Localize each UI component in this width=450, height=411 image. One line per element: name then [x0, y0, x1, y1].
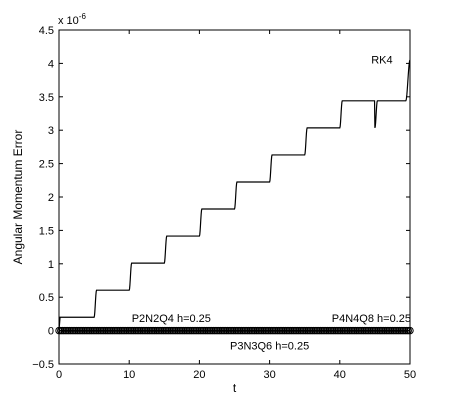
x-tick-label: 0 [56, 369, 62, 381]
ticks-layer: 0 10 20 30 40 50−0.500.511.522.533.544.5 [32, 25, 416, 381]
x-tick-label: 30 [263, 369, 275, 381]
y-axis-label: Angular Momentum Error [11, 130, 25, 265]
y-tick-label: 4.5 [39, 25, 54, 37]
y-axis-multiplier: x 10-6 [58, 12, 86, 27]
x-axis-label: t [233, 381, 237, 395]
y-tick-label: 1 [48, 259, 54, 271]
y-axis-multiplier-base: x 10 [58, 15, 79, 27]
y-tick-label: 4 [48, 58, 54, 70]
y-tick-label: 2 [48, 192, 54, 204]
series-zero-markers [55, 326, 414, 335]
y-tick-label: 0 [48, 326, 54, 338]
y-tick-label: 3.5 [39, 92, 54, 104]
axes-box [58, 29, 411, 365]
labels-layer: x 10-6 t Angular Momentum Error RK4 P2N2Q… [11, 12, 411, 395]
y-axis-multiplier-exponent: -6 [79, 12, 87, 21]
series-annotation: P3N3Q6 h=0.25 [230, 340, 309, 352]
y-tick-label: −0.5 [32, 359, 54, 371]
x-tick-label: 40 [334, 369, 346, 381]
series-annotation: RK4 [371, 54, 392, 66]
x-tick-label: 10 [123, 369, 135, 381]
series-annotation: P4N4Q8 h=0.25 [332, 313, 411, 325]
x-tick-label: 50 [404, 369, 416, 381]
x-tick-label: 20 [193, 369, 205, 381]
y-tick-label: 3 [48, 125, 54, 137]
series-rk4-line [59, 59, 411, 318]
y-tick-label: 0.5 [39, 292, 54, 304]
y-tick-label: 2.5 [39, 159, 54, 171]
series-annotation: P2N2Q4 h=0.25 [132, 313, 211, 325]
series-layer [55, 59, 414, 335]
y-tick-label: 1.5 [39, 225, 54, 237]
